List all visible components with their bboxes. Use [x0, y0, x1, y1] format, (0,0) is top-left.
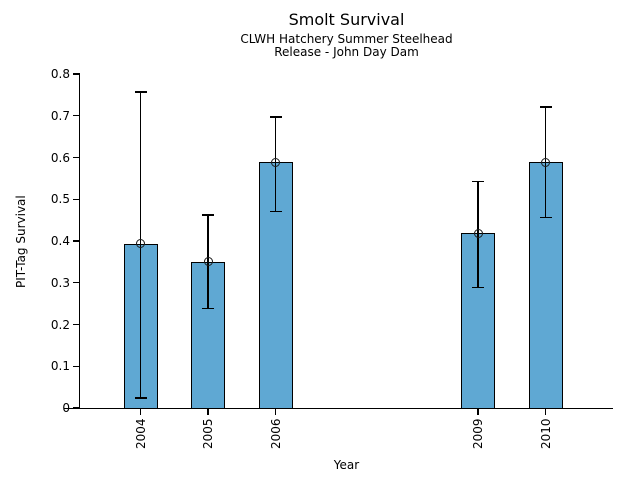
- y-tick-label: 0.5: [50, 192, 70, 207]
- chart-title: Smolt Survival: [288, 10, 405, 29]
- y-axis-tick: [73, 365, 80, 367]
- data-point-marker: [541, 157, 551, 167]
- y-axis-tick: [73, 282, 80, 284]
- y-axis-tick: [73, 240, 80, 242]
- y-tick-label: 0.7: [50, 108, 70, 123]
- y-axis-tick: [73, 156, 80, 159]
- x-axis-tick: [207, 408, 209, 415]
- x-tick-label: 2010: [538, 418, 553, 449]
- error-bar-cap-top: [202, 214, 215, 216]
- y-tick-label: 0.8: [50, 67, 70, 81]
- y-axis-tick: [73, 407, 80, 409]
- error-bar-cap-top: [472, 180, 485, 182]
- x-axis-tick: [274, 408, 277, 415]
- y-tick-label: 0.3: [50, 275, 70, 290]
- y-axis-tick: [73, 73, 80, 75]
- error-bar-cap-top: [269, 116, 282, 118]
- error-bar-cap-bottom: [269, 210, 282, 213]
- error-bar-cap-bottom: [472, 287, 485, 289]
- x-axis-label: Year: [333, 458, 360, 472]
- y-axis-tick: [73, 115, 80, 117]
- x-axis-line: [64, 407, 613, 409]
- x-axis-tick: [544, 408, 547, 415]
- bar: [528, 162, 563, 409]
- data-point-marker: [136, 239, 146, 249]
- y-tick-label: 0.6: [50, 150, 70, 165]
- x-tick-label: 2004: [133, 418, 148, 449]
- y-axis-tick: [73, 198, 80, 200]
- y-tick-label: 0.4: [50, 234, 70, 248]
- x-tick-label: 2006: [268, 418, 283, 449]
- chart-subtitle-line2: Release - John Day Dam: [274, 45, 419, 59]
- error-bar-cap-bottom: [539, 216, 552, 218]
- y-tick-label: 0.2: [50, 317, 70, 332]
- error-bar-cap-bottom: [134, 397, 147, 399]
- error-bar-cap-top: [539, 106, 552, 108]
- data-point-marker: [203, 257, 213, 267]
- data-point-marker: [473, 228, 483, 238]
- error-bar-cap-bottom: [202, 307, 215, 310]
- x-tick-label: 2009: [471, 418, 486, 449]
- error-bar-cap-top: [134, 91, 147, 93]
- x-tick-label: 2005: [201, 418, 216, 449]
- chart-subtitle-line1: CLWH Hatchery Summer Steelhead: [240, 32, 453, 46]
- y-tick-label: 0: [62, 401, 70, 415]
- x-axis-tick: [140, 408, 142, 415]
- x-axis-tick: [477, 408, 479, 415]
- y-axis-tick: [73, 323, 80, 326]
- data-point-marker: [271, 157, 281, 167]
- y-tick-label: 0.1: [50, 359, 70, 374]
